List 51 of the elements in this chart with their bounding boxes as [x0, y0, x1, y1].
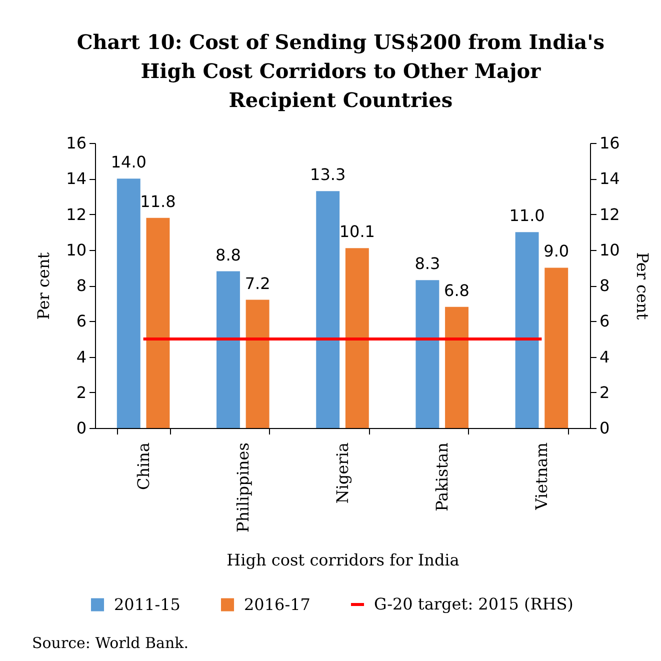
y-tick-label: 0 — [76, 418, 86, 438]
data-label: 10.1 — [339, 222, 375, 242]
data-label: 14.0 — [110, 152, 146, 172]
x-tick-label: Pakistan — [432, 442, 452, 512]
bar — [246, 300, 270, 428]
y-tick-label: 4 — [76, 347, 86, 366]
data-label: 13.3 — [310, 165, 346, 184]
y2-tick-label: 2 — [600, 382, 610, 402]
x-axis-title: High cost corridors for India — [226, 550, 460, 570]
y2-tick-label: 8 — [600, 276, 610, 295]
source-note: Source: World Bank. — [32, 634, 188, 652]
data-label: 8.3 — [414, 254, 440, 274]
y2-tick-label: 4 — [600, 347, 610, 366]
x-tick-label: Nigeria — [333, 442, 352, 504]
legend-label: G-20 target: 2015 (RHS) — [374, 594, 574, 614]
data-label: 11.0 — [509, 206, 545, 226]
y-tick-label: 12 — [66, 204, 86, 224]
bar — [316, 191, 340, 428]
y-tick-label: 16 — [66, 134, 86, 152]
y2-tick-label: 0 — [600, 418, 610, 438]
bar — [345, 248, 369, 428]
y2-axis-title: Per cent — [632, 252, 652, 320]
y2-tick-label: 12 — [600, 204, 620, 224]
x-tick-label: Vietnam — [532, 442, 552, 511]
y2-tick-label: 16 — [600, 134, 620, 152]
x-tick-label: Philippines — [233, 442, 252, 533]
legend-label: 2011-15 — [114, 594, 180, 614]
bar — [116, 178, 140, 428]
bar — [416, 280, 440, 428]
legend-label: 2016-17 — [244, 594, 310, 614]
data-label: 8.8 — [216, 245, 241, 264]
x-tick-label: China — [134, 442, 153, 490]
bar — [544, 268, 568, 428]
bar — [515, 232, 539, 428]
y-tick-label: 2 — [76, 382, 86, 402]
y-tick-label: 8 — [76, 276, 86, 295]
y-tick-label: 6 — [76, 312, 86, 331]
y2-tick-label: 6 — [600, 312, 610, 331]
bar — [445, 306, 468, 428]
data-label: 11.8 — [140, 192, 176, 211]
y2-tick-label: 14 — [600, 169, 620, 188]
chart-title: Chart 10: Cost of Sending US$200 from India's High Cost Corridors to Other Major Recipient Countries — [76, 30, 605, 112]
bar — [216, 271, 240, 428]
data-label: 6.8 — [444, 280, 470, 300]
y-tick-label: 10 — [66, 240, 86, 260]
bar — [146, 218, 170, 428]
y-tick-label: 14 — [66, 169, 86, 188]
data-label: 7.2 — [244, 274, 270, 293]
y2-tick-label: 10 — [600, 240, 620, 260]
y-axis-title: Per cent — [34, 252, 54, 320]
data-label: 9.0 — [544, 242, 570, 261]
